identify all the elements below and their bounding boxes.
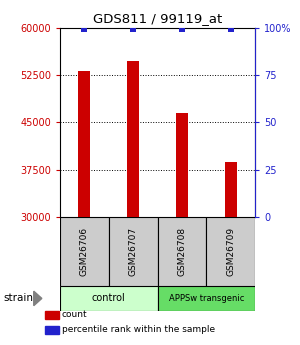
Text: strain: strain	[3, 294, 33, 303]
Text: percentile rank within the sample: percentile rank within the sample	[61, 325, 214, 334]
Text: GSM26708: GSM26708	[177, 227, 186, 276]
Point	[131, 27, 136, 32]
Bar	[60, 217, 109, 286]
Bar	[224, 162, 237, 217]
Bar	[206, 217, 255, 286]
Text: APPSw transgenic: APPSw transgenic	[169, 294, 244, 303]
Text: GSM26707: GSM26707	[129, 227, 138, 276]
Polygon shape	[34, 291, 42, 306]
Text: GSM26709: GSM26709	[226, 227, 235, 276]
Text: count: count	[61, 310, 87, 319]
Text: control: control	[92, 294, 126, 303]
Bar	[109, 217, 158, 286]
Bar	[176, 113, 188, 217]
Bar	[158, 286, 255, 310]
Bar	[60, 286, 158, 310]
Point	[82, 27, 87, 32]
Text: GSM26706: GSM26706	[80, 227, 89, 276]
Bar	[158, 217, 206, 286]
Point	[228, 27, 233, 32]
Bar	[127, 61, 139, 217]
Title: GDS811 / 99119_at: GDS811 / 99119_at	[93, 12, 222, 25]
Bar	[78, 71, 91, 217]
Point	[179, 27, 184, 32]
